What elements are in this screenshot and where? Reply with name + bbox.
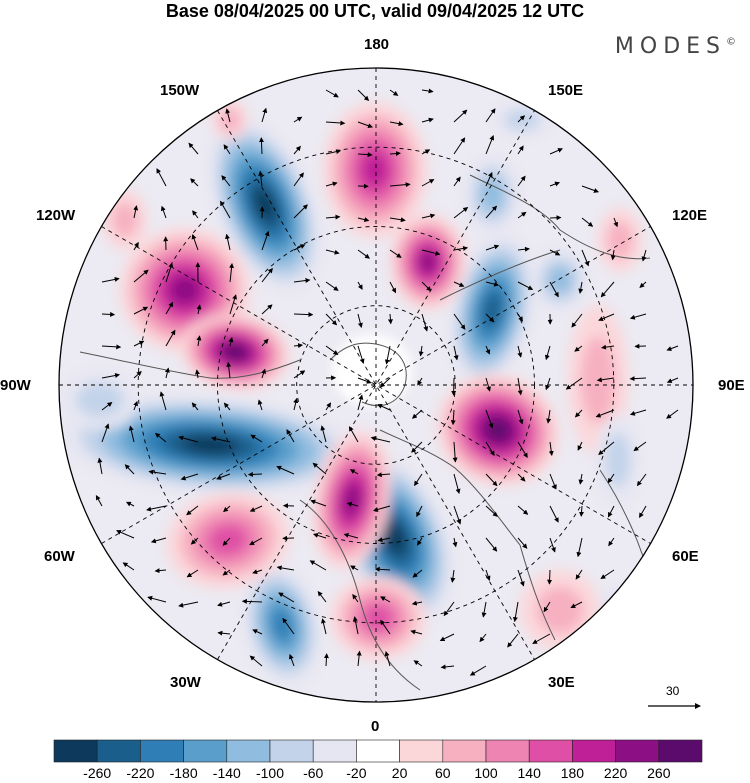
lon-label-120w: 120W xyxy=(36,207,76,224)
anomaly-field xyxy=(59,68,693,702)
colorbar-swatch xyxy=(53,739,98,763)
colorbar-swatch xyxy=(615,739,660,763)
colorbar-tick-label: -20 xyxy=(346,765,367,781)
colorbar-swatch xyxy=(399,739,444,763)
colorbar-swatch xyxy=(356,739,400,763)
colorbar-swatch xyxy=(442,739,487,763)
colorbar-tick-label: 20 xyxy=(391,765,408,781)
colorbar-swatch xyxy=(312,739,357,763)
colorbar-tick-label: 260 xyxy=(647,765,671,781)
reference-vector-label: 30 xyxy=(666,684,680,698)
colorbar-swatch xyxy=(269,739,314,763)
colorbar-swatch xyxy=(96,739,141,763)
colorbar-swatch xyxy=(528,739,573,763)
lon-label-30w: 30W xyxy=(170,674,201,691)
lon-label-60w: 60W xyxy=(44,548,75,565)
lon-label-0: 0 xyxy=(371,718,380,735)
lon-label-180: 180 xyxy=(364,36,390,53)
colorbar-tick-label: 180 xyxy=(560,765,585,781)
colorbar-tick-label: -60 xyxy=(303,765,324,781)
colorbar-tick-label: 140 xyxy=(517,765,541,781)
colorbar-swatch xyxy=(226,739,271,763)
lon-label-120e: 120E xyxy=(672,207,708,224)
colorbar xyxy=(53,739,703,763)
lon-label-90e: 90E xyxy=(718,377,745,394)
coastlines xyxy=(79,174,651,691)
colorbar-tick-label: -220 xyxy=(126,765,155,781)
colorbar-swatch xyxy=(572,739,616,763)
lon-label-150e: 150E xyxy=(548,82,584,99)
colorbar-tick-label: -260 xyxy=(83,765,112,781)
colorbar-swatch xyxy=(485,739,530,763)
colorbar-tick-label: -180 xyxy=(169,765,198,781)
map-border xyxy=(58,67,694,703)
map-title: Base 08/04/2025 00 UTC, valid 09/04/2025… xyxy=(165,1,585,21)
colorbar-tick-label: 60 xyxy=(435,765,451,781)
lon-label-90w: 90W xyxy=(0,377,31,394)
graticule xyxy=(59,68,693,702)
colorbar-tick-label: -140 xyxy=(212,765,241,781)
colorbar-tick-label: 100 xyxy=(474,765,498,781)
colorbar-swatch xyxy=(183,739,228,763)
colorbar-tick-label: 220 xyxy=(603,765,628,781)
colorbar-swatch xyxy=(140,739,184,763)
colorbar-tick-label: -100 xyxy=(255,765,285,781)
modes-logo: MODES© xyxy=(614,34,736,59)
lon-label-150w: 150W xyxy=(160,82,200,99)
colorbar-swatch xyxy=(658,739,703,763)
wind-vectors xyxy=(95,88,679,676)
lon-label-60e: 60E xyxy=(672,548,699,565)
lon-label-30e: 30E xyxy=(548,674,575,691)
